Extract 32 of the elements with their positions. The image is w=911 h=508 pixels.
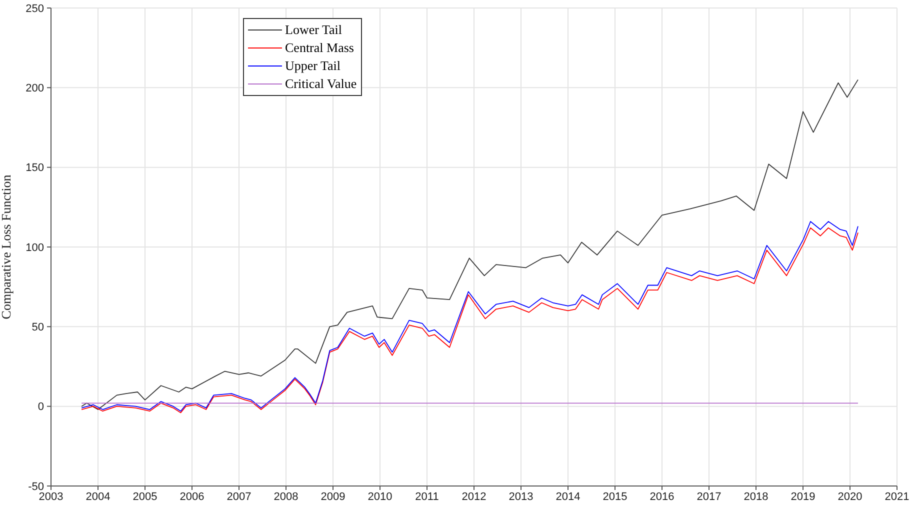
x-tick-label: 2020 <box>838 490 862 503</box>
legend-label: Central Mass <box>285 40 354 56</box>
x-tick-label: 2015 <box>602 490 628 503</box>
x-tick-label: 2009 <box>320 490 346 503</box>
x-tick-label: 2017 <box>696 490 722 503</box>
legend-label: Lower Tail <box>285 22 342 38</box>
x-tick-label: 2018 <box>744 490 768 503</box>
x-tick-label: 2019 <box>790 490 816 503</box>
legend-label: Upper Tail <box>285 58 341 74</box>
x-tick-label: 2011 <box>415 490 439 503</box>
x-tick-label: 2016 <box>650 490 674 503</box>
y-tick-label: 0 <box>38 401 44 414</box>
y-tick-label: 250 <box>26 2 44 15</box>
x-tick-label: 2004 <box>86 490 110 503</box>
y-tick-label: -50 <box>28 480 44 493</box>
x-tick-label: 2010 <box>368 490 392 503</box>
x-tick-label: 2006 <box>180 490 204 503</box>
legend-label: Critical Value <box>285 76 357 92</box>
x-tick-label: 2005 <box>132 490 158 503</box>
x-tick-label: 2008 <box>274 490 298 503</box>
y-tick-label: 50 <box>32 322 44 334</box>
y-tick-label: 150 <box>26 162 44 174</box>
y-tick-label: 200 <box>26 82 44 95</box>
y-axis-title: Comparative Loss Function <box>0 174 14 320</box>
x-tick-label: 2007 <box>226 490 252 503</box>
x-tick-label: 2013 <box>508 490 534 503</box>
x-tick-label: 2012 <box>462 490 486 503</box>
x-tick-label: 2014 <box>556 490 580 503</box>
x-tick-label: 2003 <box>38 490 64 503</box>
y-tick-label: 100 <box>26 242 44 254</box>
line-series <box>81 79 858 410</box>
x-tick-label: 2021 <box>884 490 910 503</box>
